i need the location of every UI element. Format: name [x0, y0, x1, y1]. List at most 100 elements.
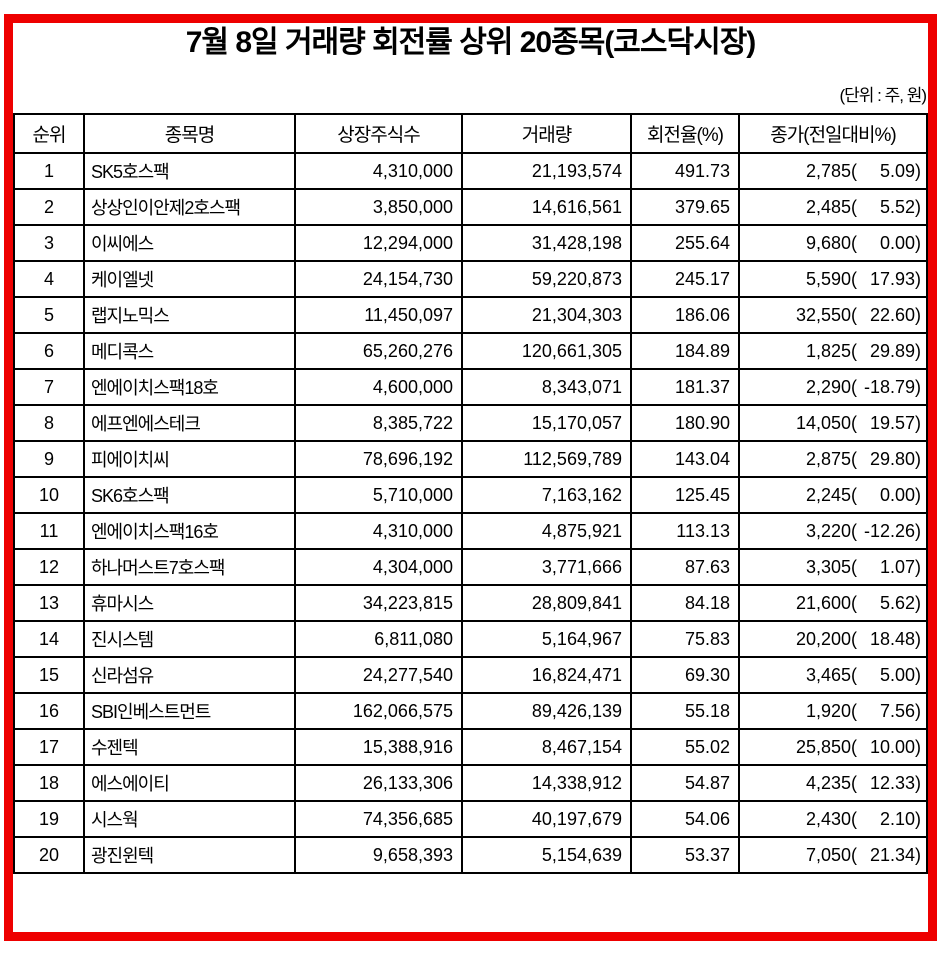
- close-paren: ): [915, 232, 921, 253]
- close-cell: 2,485(5.52): [738, 188, 928, 226]
- turnover-cell: 75.83: [630, 620, 740, 658]
- shares-cell: 74,356,685: [294, 800, 463, 838]
- close-cell: 5,590(17.93): [738, 260, 928, 298]
- rank-cell: 12: [13, 548, 85, 586]
- rank-cell: 7: [13, 368, 85, 406]
- col-header-shares: 상장주식수: [294, 113, 463, 154]
- close-price: 3,465(: [805, 664, 857, 685]
- turnover-cell: 55.02: [630, 728, 740, 766]
- turnover-cell: 54.06: [630, 800, 740, 838]
- rank-cell: 18: [13, 764, 85, 802]
- close-paren: ): [915, 268, 921, 289]
- shares-cell: 24,277,540: [294, 656, 463, 694]
- close-paren: ): [915, 844, 921, 865]
- rank-cell: 2: [13, 188, 85, 226]
- close-price: 9,680(: [805, 232, 857, 253]
- volume-cell: 8,467,154: [461, 728, 632, 766]
- table-row: 7 엔에이치스팩18호 4,600,000 8,343,071 181.37 2,290(…: [13, 368, 928, 406]
- rank-cell: 3: [13, 224, 85, 262]
- col-header-volume: 거래량: [461, 113, 632, 154]
- turnover-cell: 245.17: [630, 260, 740, 298]
- change-percent: 0.00: [879, 484, 915, 505]
- page-title: 7월 8일 거래량 회전률 상위 20종목(코스닥시장): [185, 26, 757, 59]
- rank-cell: 4: [13, 260, 85, 298]
- turnover-cell: 87.63: [630, 548, 740, 586]
- change-percent: -12.26: [863, 520, 915, 541]
- close-cell: 3,220(-12.26): [738, 512, 928, 550]
- close-price: 1,825(: [805, 340, 857, 361]
- rank-cell: 13: [13, 584, 85, 622]
- rank-cell: 11: [13, 512, 85, 550]
- turnover-cell: 84.18: [630, 584, 740, 622]
- close-price: 20,200(: [795, 628, 857, 649]
- shares-cell: 9,658,393: [294, 836, 463, 874]
- unit-note: (단위 : 주, 원): [839, 86, 928, 105]
- turnover-cell: 255.64: [630, 224, 740, 262]
- close-paren: ): [915, 772, 921, 793]
- turnover-cell: 181.37: [630, 368, 740, 406]
- change-percent: 5.62: [879, 592, 915, 613]
- close-paren: ): [915, 592, 921, 613]
- volume-cell: 15,170,057: [461, 404, 632, 442]
- table-row: 19 시스웍 74,356,685 40,197,679 54.06 2,430(2.10…: [13, 800, 928, 838]
- change-percent: 10.00: [869, 736, 915, 757]
- close-price: 25,850(: [795, 736, 857, 757]
- rank-cell: 6: [13, 332, 85, 370]
- close-cell: 2,290(-18.79): [738, 368, 928, 406]
- close-paren: ): [915, 448, 921, 469]
- shares-cell: 3,850,000: [294, 188, 463, 226]
- close-paren: ): [915, 736, 921, 757]
- volume-cell: 89,426,139: [461, 692, 632, 730]
- change-percent: 12.33: [869, 772, 915, 793]
- close-paren: ): [915, 664, 921, 685]
- close-paren: ): [915, 484, 921, 505]
- shares-cell: 34,223,815: [294, 584, 463, 622]
- close-cell: 1,825(29.89): [738, 332, 928, 370]
- change-percent: 18.48: [869, 628, 915, 649]
- close-cell: 9,680(0.00): [738, 224, 928, 262]
- close-paren: ): [915, 628, 921, 649]
- volume-cell: 3,771,666: [461, 548, 632, 586]
- red-frame: 7월 8일 거래량 회전률 상위 20종목(코스닥시장) (단위 : 주, 원)…: [4, 14, 937, 941]
- change-percent: 17.93: [869, 268, 915, 289]
- shares-cell: 5,710,000: [294, 476, 463, 514]
- turnover-cell: 491.73: [630, 152, 740, 190]
- close-price: 7,050(: [805, 844, 857, 865]
- shares-cell: 78,696,192: [294, 440, 463, 478]
- close-price: 32,550(: [795, 304, 857, 325]
- volume-cell: 59,220,873: [461, 260, 632, 298]
- close-price: 2,875(: [805, 448, 857, 469]
- table-row: 11 엔에이치스팩16호 4,310,000 4,875,921 113.13 3,220…: [13, 512, 928, 550]
- close-price: 2,245(: [805, 484, 857, 505]
- col-header-turnover: 회전율(%): [630, 113, 740, 154]
- close-cell: 3,465(5.00): [738, 656, 928, 694]
- close-cell: 25,850( 10.00): [738, 728, 928, 766]
- table-row: 4 케이엘넷 24,154,730 59,220,873 245.17 5,590(17.…: [13, 260, 928, 298]
- stock-name-cell: 케이엘넷: [83, 260, 296, 298]
- close-paren: ): [915, 520, 921, 541]
- volume-cell: 21,304,303: [461, 296, 632, 334]
- volume-cell: 21,193,574: [461, 152, 632, 190]
- rank-cell: 16: [13, 692, 85, 730]
- stock-name-cell: 에스에이티: [83, 764, 296, 802]
- stock-name-cell: 하나머스트7호스팩: [83, 548, 296, 586]
- rank-cell: 19: [13, 800, 85, 838]
- turnover-cell: 53.37: [630, 836, 740, 874]
- table-row: 6 메디콕스 65,260,276 120,661,305 184.89 1,825(29…: [13, 332, 928, 370]
- close-cell: 2,875( 29.80): [738, 440, 928, 478]
- shares-cell: 6,811,080: [294, 620, 463, 658]
- stock-name-cell: 진시스템: [83, 620, 296, 658]
- volume-cell: 8,343,071: [461, 368, 632, 406]
- volume-cell: 4,875,921: [461, 512, 632, 550]
- stock-name-cell: 엔에이치스팩16호: [83, 512, 296, 550]
- stock-name-cell: 상상인이안제2호스팩: [83, 188, 296, 226]
- volume-cell: 112,569,789: [461, 440, 632, 478]
- change-percent: -18.79: [863, 376, 915, 397]
- col-header-name: 종목명: [83, 113, 296, 154]
- turnover-cell: 186.06: [630, 296, 740, 334]
- shares-cell: 26,133,306: [294, 764, 463, 802]
- rank-cell: 1: [13, 152, 85, 190]
- shares-cell: 24,154,730: [294, 260, 463, 298]
- close-price: 14,050(: [795, 412, 857, 433]
- change-percent: 29.80: [869, 448, 915, 469]
